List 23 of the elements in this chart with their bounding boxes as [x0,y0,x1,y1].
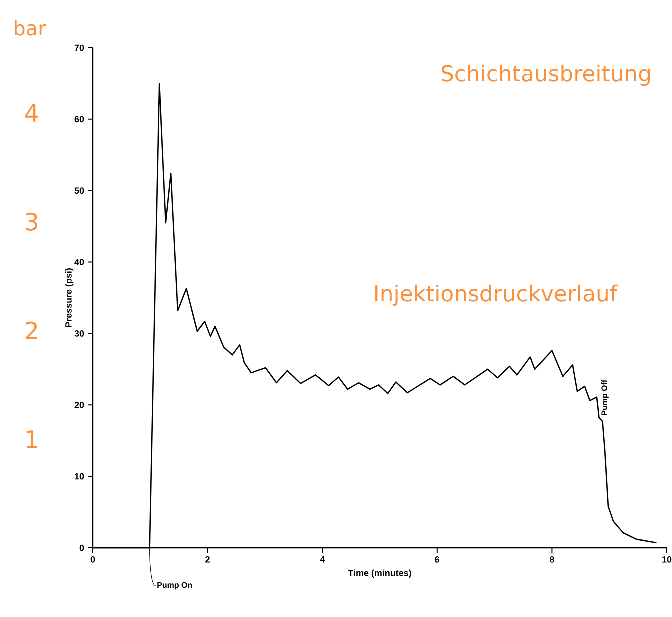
y-tick-label: 70 [74,44,84,52]
x-tick-label: 6 [435,556,440,563]
x-tick-label: 0 [90,556,96,563]
x-tick-label: 8 [550,556,554,563]
y2-tick-label: 2 [26,322,38,340]
y-axis-title: Pressure (psi) [65,268,74,328]
annotation: Schichtausbreitung [442,64,650,86]
y2-tick-label: 1 [26,430,38,448]
y-tick-label: 60 [74,116,84,123]
x-tick-label: 4 [320,556,326,563]
x-axis-title: Time (minutes) [348,570,412,578]
annotation: Injektionsdruckverlauf [376,284,618,306]
y-tick-label: 50 [74,188,84,194]
y-tick-label: 30 [74,330,84,337]
y2-tick-label: 3 [26,212,38,231]
y-tick-label: 40 [74,259,84,266]
y-tick-label: 20 [74,402,84,408]
y-tick-label: 10 [75,473,84,480]
y2-axis-title: bar [15,20,46,36]
x-tick-label: 10 [662,556,672,563]
y-tick-label: 0 [80,544,84,552]
x-tick-label: 2 [206,556,210,563]
y2-tick-label: 4 [25,104,38,122]
